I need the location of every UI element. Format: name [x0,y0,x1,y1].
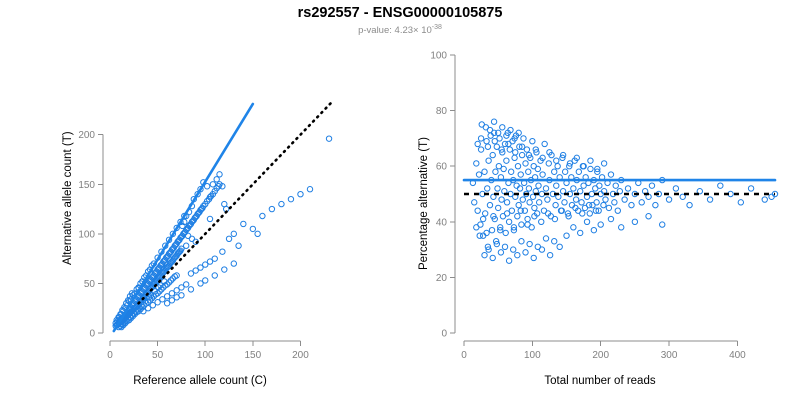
x-tick-label: 0 [461,350,467,361]
x-tick-label: 150 [245,350,262,361]
y-tick-label: 0 [441,329,447,340]
right-plot-svg: 0 20 40 60 80 100 0 100 200 300 400 [430,51,779,361]
right-x-axis-label: Total number of reads [544,375,656,387]
x-tick-label: 400 [729,350,746,361]
scatter-panel-right: 0 20 40 60 80 100 0 100 200 300 400 Percentage alt… [400,0,800,400]
scatter-points [469,118,779,264]
y-tick-label: 100 [78,229,95,240]
subtitle-text: p-value: 4.23× 10 [358,25,432,37]
fit-line [112,102,255,333]
right-y-axis-label: Percentage alternative (T) [418,137,430,270]
left-plot-svg: 0 50 100 150 200 0 50 100 150 200 [78,101,333,361]
x-tick-label: 300 [661,350,678,361]
reference-line [137,101,333,305]
y-tick-label: 150 [78,180,95,191]
x-tick-label: 200 [592,350,609,361]
y-tick-label: 80 [436,106,448,117]
scatter-points [112,135,333,331]
y-tick-label: 100 [430,51,447,62]
x-tick-label: 0 [107,350,113,361]
x-tick-label: 50 [152,350,164,361]
subtitle-exponent: -38 [431,24,442,31]
y-tick-label: 60 [436,162,448,173]
x-tick-label: 100 [524,350,541,361]
x-tick-label: 200 [292,350,309,361]
y-tick-label: 20 [436,273,448,284]
x-tick-label: 100 [197,350,214,361]
y-tick-label: 40 [436,217,448,228]
left-y-axis-label: Alternative allele count (T) [62,131,74,265]
figure-title: rs292557 - ENSG00000105875 [297,5,503,21]
y-tick-label: 0 [89,329,95,340]
figure-subtitle: p-value: 4.23× 10-38 [0,24,800,36]
left-x-axis-label: Reference allele count (C) [133,375,267,387]
y-tick-label: 200 [78,130,95,141]
scatter-panel-left: 0 50 100 150 200 0 50 100 150 200 Alternative all… [62,101,333,387]
y-tick-label: 50 [84,279,96,290]
